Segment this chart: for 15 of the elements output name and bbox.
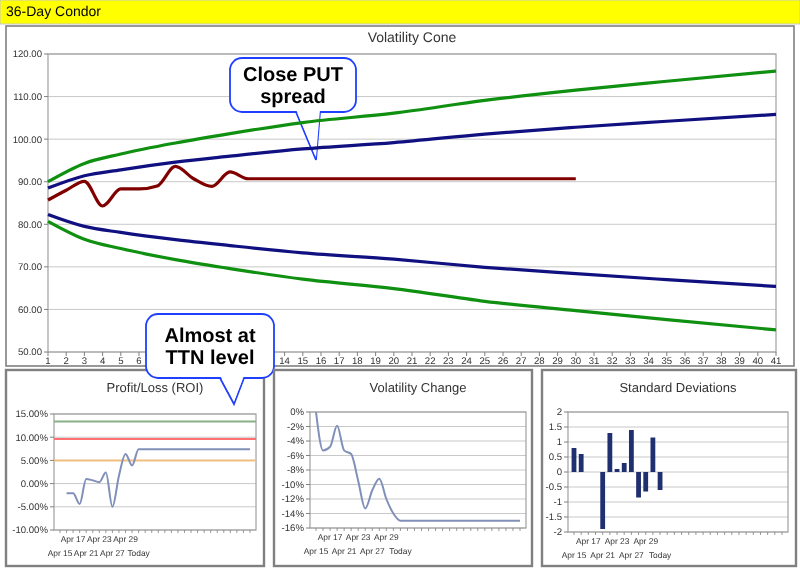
line-series — [46, 69, 778, 184]
bar — [607, 433, 613, 472]
bar — [636, 472, 641, 498]
annotation: Close PUT spread — [242, 65, 344, 109]
line-series — [46, 112, 778, 190]
bar — [600, 472, 606, 529]
bar — [578, 454, 584, 472]
line-series — [46, 212, 778, 289]
annotation: Almost at TTN level — [164, 326, 257, 370]
bar — [628, 430, 634, 472]
bar — [650, 437, 656, 472]
line-series — [315, 411, 521, 522]
line-series — [46, 164, 578, 208]
bar — [643, 472, 649, 492]
line-series — [65, 448, 251, 508]
